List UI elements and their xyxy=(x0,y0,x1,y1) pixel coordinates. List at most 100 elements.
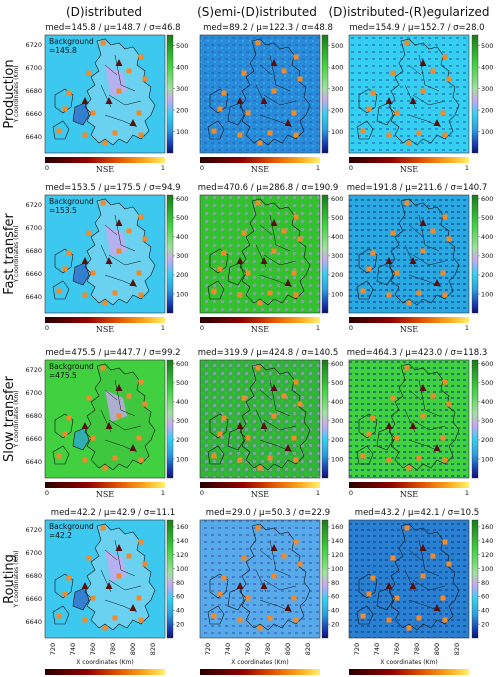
outlet-marker xyxy=(129,279,137,286)
map-frame xyxy=(348,194,470,314)
value-colorbar xyxy=(471,34,479,154)
gauge-marker xyxy=(430,68,436,74)
catchment-border xyxy=(54,573,74,599)
value-colorbar xyxy=(471,194,479,314)
nse-label: NSE xyxy=(400,165,418,174)
map-panel: med=154.9 / μ=152.7 / σ=28.0 500 400 300 200… xyxy=(348,23,493,174)
x-tick-label: 720 xyxy=(353,643,361,655)
y-tick-label: 6660 xyxy=(25,110,42,118)
gauge-marker xyxy=(138,214,144,220)
row-title: Slow transfer xyxy=(2,375,17,462)
map-frame xyxy=(44,34,166,154)
gauge-marker xyxy=(420,413,426,419)
row-title: Routing xyxy=(2,554,17,604)
gauge-marker xyxy=(136,595,142,601)
outlet-marker xyxy=(270,544,278,551)
gauge-marker xyxy=(142,401,148,407)
nse-colorbar xyxy=(45,482,165,488)
outlet-marker xyxy=(105,97,113,104)
colorbar-tick-label: 100 xyxy=(176,565,188,573)
map-frame xyxy=(44,359,166,479)
gauge-marker xyxy=(245,435,251,441)
stats-label: med=42.2 / μ=42.9 / σ=11.1 xyxy=(51,508,175,518)
colorbar-tick-label: 120 xyxy=(176,551,188,559)
outlet-marker xyxy=(129,119,137,126)
gauge-marker xyxy=(440,110,446,116)
gauge-marker xyxy=(211,288,217,294)
catchment-border xyxy=(209,573,229,599)
colorbar-tick-label: 40 xyxy=(331,607,339,615)
map-panel: med=89.2 / μ=122.3 / σ=48.8 500 400 300 200 1… xyxy=(199,23,343,174)
gauge-marker xyxy=(442,539,448,545)
gauge-marker xyxy=(404,525,410,531)
stats-label: med=464.3 / μ=423.0 / σ=118.3 xyxy=(347,348,488,358)
gauge-marker xyxy=(217,266,223,272)
gauge-marker xyxy=(126,393,132,399)
colorbar-tick-label: 400 xyxy=(331,398,343,406)
gauge-marker xyxy=(281,68,287,74)
gauge-marker xyxy=(446,236,452,242)
gauge-marker xyxy=(102,625,108,631)
gauge-marker xyxy=(62,106,68,112)
colorbar-tick-label: 600 xyxy=(176,195,188,203)
catchments xyxy=(52,198,156,306)
map-panel: med=153.5 / μ=175.5 / σ=94.9 Background=1… xyxy=(13,183,188,334)
catchments xyxy=(356,198,460,306)
colorbar-tick-label: 140 xyxy=(176,537,188,545)
catchments xyxy=(52,38,156,146)
gauge-marker xyxy=(102,465,108,471)
y-tick-label: 6720 xyxy=(25,41,42,49)
gauge-marker xyxy=(82,617,88,623)
gauge-marker xyxy=(90,435,96,441)
catchment-border xyxy=(388,523,460,631)
gauge-marker xyxy=(406,300,412,306)
map-frame xyxy=(348,519,470,639)
sub-catchment-border xyxy=(404,54,446,128)
gauge-marker xyxy=(100,40,106,46)
gauge-marker xyxy=(142,236,148,242)
outlet-marker xyxy=(433,604,441,611)
gauge-marker xyxy=(267,290,273,296)
gauge-marker xyxy=(221,250,227,256)
gauge-marker xyxy=(241,395,247,401)
gauge-marker xyxy=(138,617,144,623)
outlet-marker xyxy=(115,544,123,551)
gauge-marker xyxy=(66,250,72,256)
gauge-marker xyxy=(255,525,261,531)
colorbar-tick-label: 300 xyxy=(176,85,188,93)
outlet-marker xyxy=(385,97,393,104)
map-frame xyxy=(348,34,470,154)
gauge-marker xyxy=(271,413,277,419)
nse-colorbar xyxy=(349,157,469,163)
gauge-marker xyxy=(112,615,118,621)
catchment-border xyxy=(356,280,374,300)
colorbar-tick-label: 500 xyxy=(331,379,343,387)
gauge-marker xyxy=(66,90,72,96)
catchment-border xyxy=(84,363,156,471)
y-tick-label: 6700 xyxy=(25,549,42,557)
colorbar-tick-label: 400 xyxy=(176,233,188,241)
gauge-marker xyxy=(237,457,243,463)
colorbar-tick-label: 80 xyxy=(481,579,489,587)
y-tick-label: 6680 xyxy=(25,572,42,580)
gauge-marker xyxy=(442,214,448,220)
colorbar-tick-label: 100 xyxy=(176,290,188,298)
colorbar-tick-label: 60 xyxy=(176,593,184,601)
gauge-marker xyxy=(446,401,452,407)
outlet-marker xyxy=(115,384,123,391)
x-tick-label: 820 xyxy=(149,643,157,655)
colorbar-tick-label: 100 xyxy=(331,290,343,298)
outlet-marker xyxy=(409,257,417,264)
gauge-marker xyxy=(404,40,410,46)
catchment-border xyxy=(239,363,311,471)
colorbar-tick-label: 20 xyxy=(331,620,339,628)
gauge-marker xyxy=(136,110,142,116)
gauge-marker xyxy=(297,236,303,242)
colorbar-tick-label: 200 xyxy=(176,436,188,444)
gauge-marker xyxy=(82,292,88,298)
colorbar-tick-label: 300 xyxy=(481,417,493,425)
gauge-marker xyxy=(271,248,277,254)
colorbar-tick-label: 20 xyxy=(481,620,489,628)
gauge-marker xyxy=(257,625,263,631)
catchment-border xyxy=(356,120,374,140)
